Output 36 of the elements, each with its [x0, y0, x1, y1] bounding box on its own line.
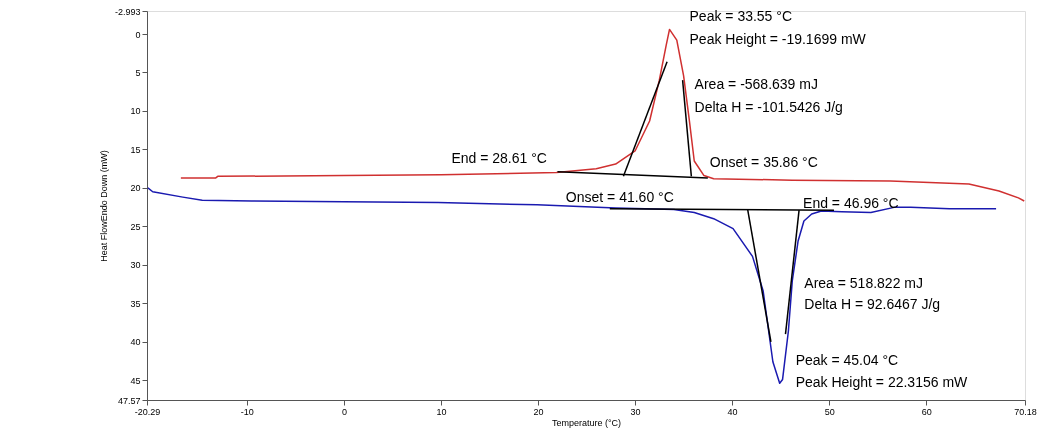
annotation: Peak Height = 22.3156 mW: [795, 374, 969, 391]
x-axis-title: Temperature (°C): [551, 417, 622, 428]
y-tick-label: 35: [130, 298, 141, 309]
annotation: Onset = 35.86 °C: [709, 153, 818, 170]
x-tick-label: 50: [824, 406, 835, 417]
x-tick-label: 0: [341, 406, 347, 417]
annotation: Delta H = 92.6467 J/g: [804, 295, 941, 312]
y-tick-label: 5: [135, 67, 141, 78]
annotation: Onset = 41.60 °C: [565, 188, 674, 205]
y-tick-label: 30: [130, 260, 141, 271]
y-tick-label: 47.57: [117, 395, 141, 406]
x-tick-label: 60: [921, 406, 932, 417]
x-tick-label: 40: [727, 406, 738, 417]
annotation: Area = -568.639 mJ: [694, 76, 818, 93]
y-tick-label: -2.993: [114, 6, 141, 17]
annotation: Area = 518.822 mJ: [804, 274, 923, 291]
x-tick-label: 20: [533, 406, 544, 417]
x-tick-label: 10: [436, 406, 447, 417]
y-tick-label: 20: [130, 183, 141, 194]
annotation: End = 28.61 °C: [451, 149, 547, 166]
y-tick-label: 10: [130, 106, 141, 117]
annotation: Peak = 33.55 °C: [689, 8, 793, 25]
y-tick-label: 45: [130, 375, 141, 386]
annotation: Peak = 45.04 °C: [795, 352, 899, 369]
x-tick-label: 70.18: [1014, 406, 1037, 417]
y-tick-label: 40: [130, 337, 141, 348]
x-tick-label: -20.29: [134, 406, 161, 417]
y-axis-title: Heat FlowEndo Down (mW): [98, 150, 109, 262]
annotation: Peak Height = -19.1699 mW: [689, 31, 867, 48]
x-tick-label: 30: [630, 406, 641, 417]
y-tick-label: 15: [130, 144, 141, 155]
annotation: End = 46.96 °C: [803, 195, 899, 212]
y-tick-label: 0: [135, 29, 141, 40]
x-tick-label: -10: [240, 406, 254, 417]
annotation: Delta H = -101.5426 J/g: [694, 99, 843, 116]
y-tick-label: 25: [130, 221, 141, 232]
